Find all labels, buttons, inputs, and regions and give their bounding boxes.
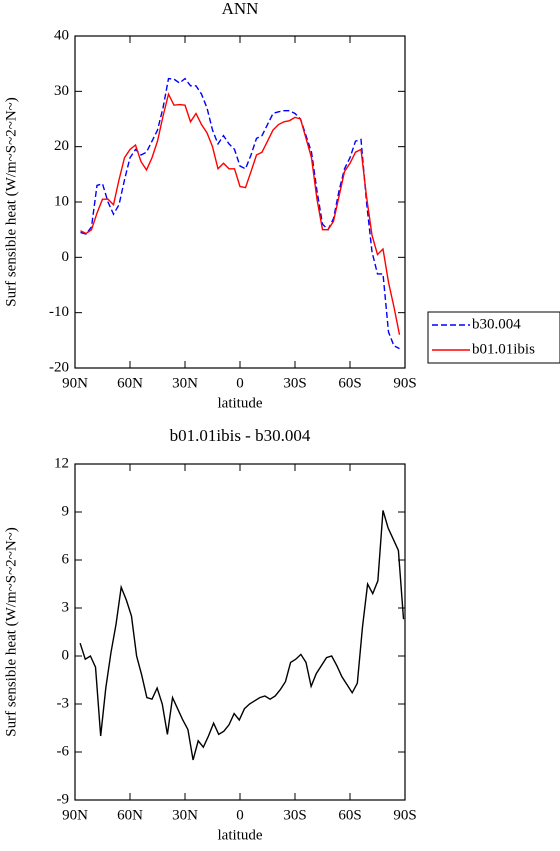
plot-frame — [74, 463, 406, 801]
y-tick-label: 10 — [54, 193, 69, 209]
y-tick-label: 40 — [54, 27, 69, 43]
chart-title: ANN — [222, 0, 259, 18]
series-line — [80, 77, 400, 350]
y-tick-label: 9 — [62, 503, 70, 519]
series-line — [80, 92, 401, 335]
x-tick-label: 30N — [172, 375, 198, 391]
x-tick-label: 60S — [338, 807, 361, 823]
x-tick-label: 30S — [283, 807, 306, 823]
legend-label: b30.004 — [472, 316, 521, 332]
y-tick-label: -10 — [49, 304, 69, 320]
x-tick-label: 90N — [62, 807, 88, 823]
x-axis-label: latitude — [218, 395, 263, 411]
x-tick-label: 60N — [117, 375, 143, 391]
y-tick-label: -3 — [57, 695, 70, 711]
x-tick-label: 30S — [283, 375, 306, 391]
series-line — [79, 510, 405, 761]
y-tick-label: 12 — [54, 455, 69, 471]
x-tick-label: 90S — [393, 807, 416, 823]
x-tick-label: 0 — [236, 807, 244, 823]
y-tick-label: 30 — [54, 83, 69, 99]
x-tick-label: 90N — [62, 375, 88, 391]
y-tick-label: 20 — [54, 138, 69, 154]
legend-label: b01.01ibis — [472, 341, 535, 357]
y-tick-label: 0 — [62, 249, 70, 265]
y-axis-label: Surf sensible heat (W/m~S~2~N~) — [3, 527, 19, 737]
y-tick-label: 6 — [62, 551, 70, 567]
y-tick-label: 0 — [62, 647, 70, 663]
x-tick-label: 30N — [172, 807, 198, 823]
y-tick-label: -9 — [57, 791, 70, 807]
chart-title: b01.01ibis - b30.004 — [170, 426, 311, 445]
x-tick-label: 60N — [117, 807, 143, 823]
y-tick-label: -6 — [57, 743, 70, 759]
plot-frame — [74, 35, 406, 369]
legend-box — [427, 311, 560, 364]
y-tick-label: 3 — [62, 599, 70, 615]
x-tick-label: 60S — [338, 375, 361, 391]
x-tick-label: 90S — [393, 375, 416, 391]
x-tick-label: 0 — [236, 375, 244, 391]
y-axis-label: Surf sensible heat (W/m~S~2~N~) — [3, 97, 19, 307]
y-tick-label: -20 — [49, 359, 69, 375]
x-axis-label: latitude — [218, 827, 263, 843]
